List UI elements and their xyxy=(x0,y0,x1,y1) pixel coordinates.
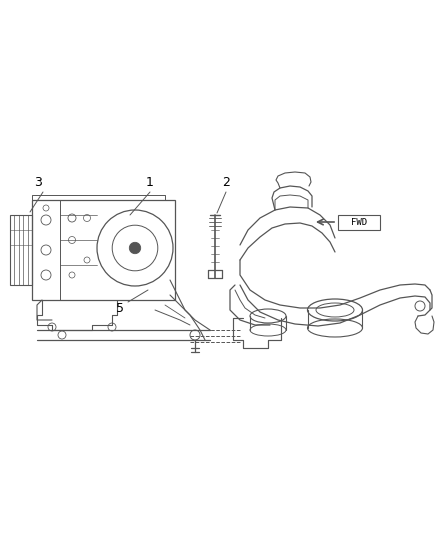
Text: 5: 5 xyxy=(116,302,124,314)
Circle shape xyxy=(129,243,141,254)
Bar xyxy=(338,215,380,230)
Text: FWD: FWD xyxy=(351,218,367,227)
Bar xyxy=(32,200,175,300)
Text: 1: 1 xyxy=(146,176,154,190)
Text: 2: 2 xyxy=(222,176,230,190)
Bar xyxy=(10,215,32,285)
Text: 3: 3 xyxy=(34,176,42,190)
